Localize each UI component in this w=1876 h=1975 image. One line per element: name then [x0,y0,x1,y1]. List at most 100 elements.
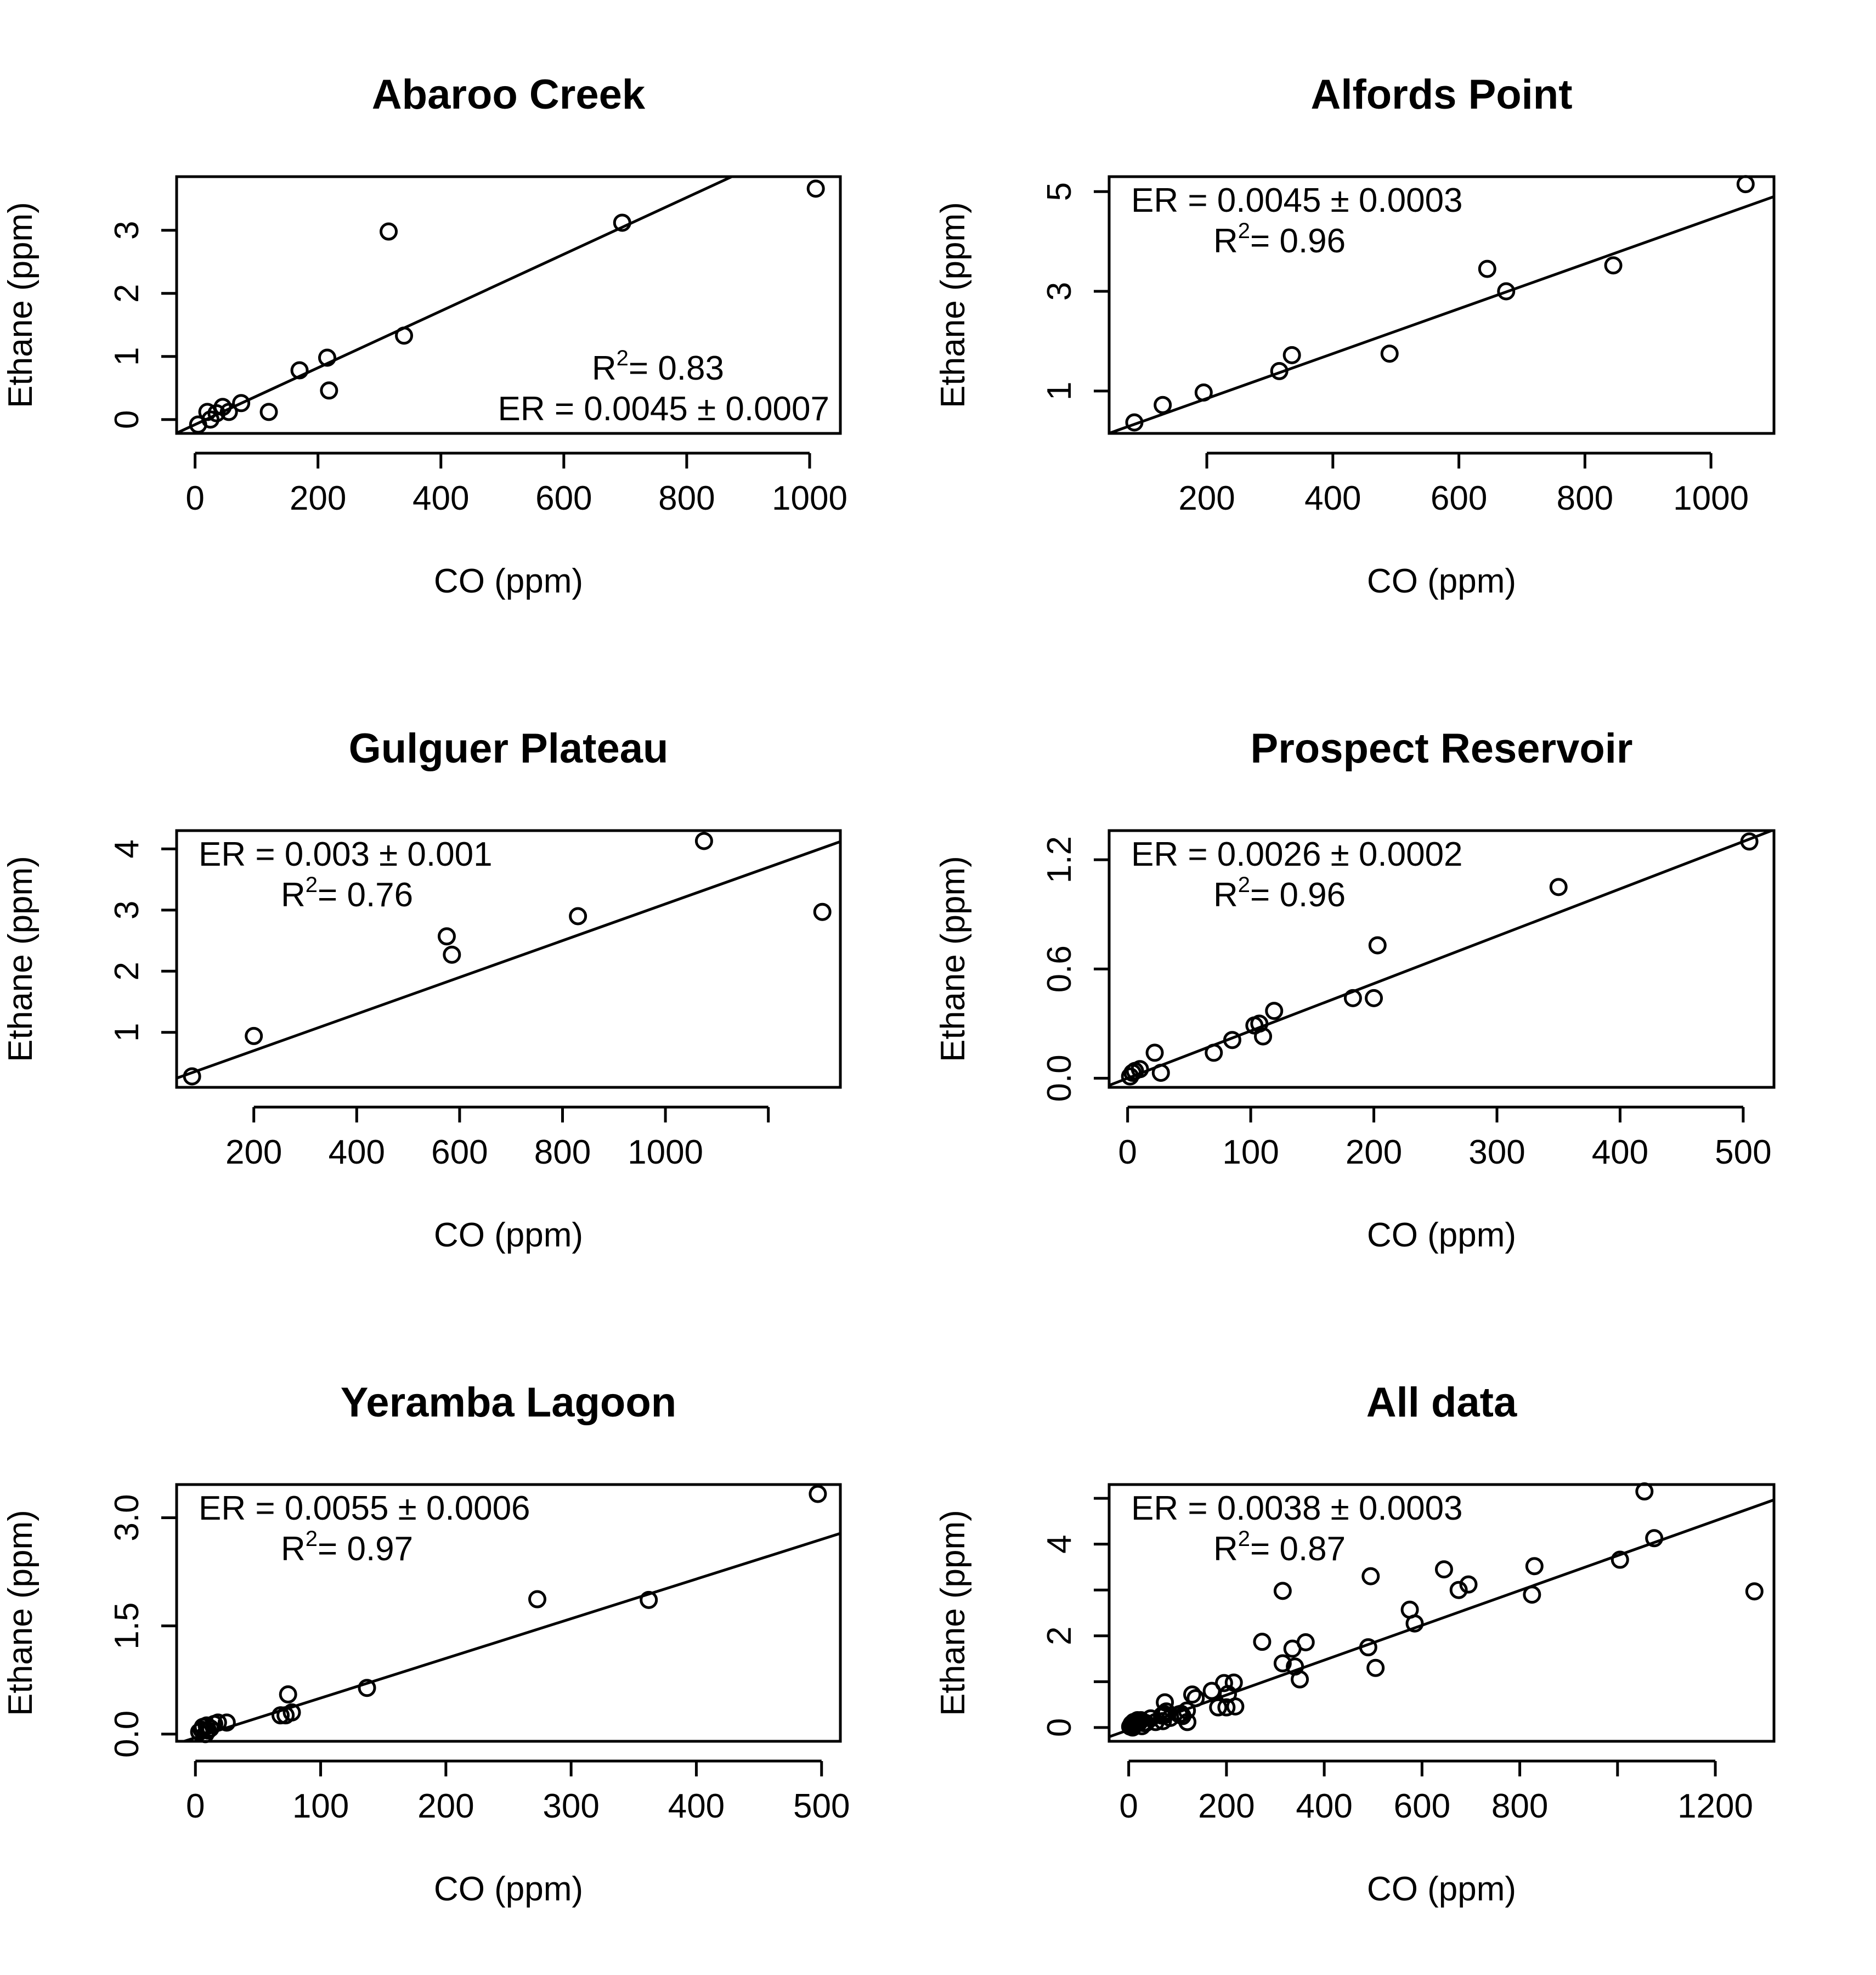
data-point [1459,1575,1478,1594]
panel-title: Prospect Reservoir [1251,725,1633,772]
x-tick-label: 600 [1394,1787,1450,1825]
data-point [1645,1529,1664,1548]
y-tick-label: 1.2 [1041,836,1078,883]
r2-annotation: R2= 0.83 [592,346,724,387]
data-point [271,1706,290,1725]
data-point [1736,175,1755,194]
data-point [219,403,238,421]
data-point [1156,1693,1174,1712]
data-point [1205,1043,1223,1062]
r2-annotation: R2= 0.96 [1213,219,1346,260]
x-tick-label: 200 [1346,1133,1402,1171]
y-tick-label: 2 [1041,1627,1078,1645]
data-point [1214,1674,1233,1692]
x-tick-label: 0 [1118,1133,1137,1171]
y-axis-label: Ethane (ppm) [2,202,39,408]
panel-1: Abaroo Creek 0 200 400 600 800 1000 0 1 2 3 CO (ppm… [2,71,847,600]
data-point [217,1713,236,1732]
y-tick-label: 1 [108,1023,146,1041]
data-point [1343,989,1362,1007]
data-point [1194,383,1213,402]
er-annotation: ER = 0.0045 ± 0.0007 [498,390,829,428]
data-point [1217,1698,1236,1717]
y-tick-label: 1 [1041,382,1078,400]
panel-5: Yeramba Lagoon 0 100 200 300 400 500 0.0 1.5 3.0 C… [2,1379,850,1908]
data-point [1137,1714,1155,1733]
y-tick-label: 3 [108,901,146,919]
panel-2: Alfords Point 200 400 600 800 1000 1 3 5 CO (ppm)… [934,71,1776,600]
x-axis-label: CO (ppm) [1367,1870,1516,1908]
panel-title: Gulguer Plateau [349,725,669,772]
y-axis-label: Ethane (ppm) [934,1510,972,1716]
y-axis-label: Ethane (ppm) [934,856,972,1062]
data-point [1478,259,1496,278]
er-annotation: ER = 0.0026 ± 0.0002 [1131,836,1463,873]
y-tick-label: 0.6 [1041,945,1078,992]
data-point [232,394,251,413]
x-tick-label: 600 [535,479,592,517]
data-point [1131,1060,1149,1079]
x-axis-label: CO (ppm) [434,1216,583,1254]
data-point [1635,1482,1654,1501]
data-point [813,902,832,921]
data-point [1282,346,1301,364]
data-point [443,945,461,964]
y-tick-label: 3 [108,221,146,239]
y-tick-label: 1.5 [108,1602,146,1650]
r2-annotation: R2= 0.97 [281,1527,413,1568]
x-tick-label: 400 [1296,1787,1352,1825]
r2-annotation: R2= 0.96 [1213,873,1346,914]
data-point [282,1703,301,1722]
data-point [1434,1560,1453,1579]
x-axis-label: CO (ppm) [1367,562,1516,600]
y-axis-label: Ethane (ppm) [934,202,972,408]
panel-title: Alfords Point [1310,71,1572,118]
x-tick-label: 1200 [1677,1787,1753,1825]
data-point [1361,1567,1380,1585]
data-point [1253,1633,1272,1651]
data-point [437,927,456,946]
y-axis-label: Ethane (ppm) [2,856,39,1062]
data-point [1525,1557,1544,1576]
data-point [259,403,278,421]
data-point [1449,1581,1468,1599]
x-tick-label: 400 [329,1133,385,1171]
data-point [809,1485,827,1503]
data-point [380,222,398,241]
y-tick-label: 0 [108,410,146,428]
x-tick-label: 200 [1178,479,1235,517]
y-tick-label: 1 [108,347,146,365]
x-tick-label: 200 [417,1787,474,1825]
x-tick-label: 1000 [772,479,847,517]
x-tick-label: 0 [186,1787,205,1825]
x-tick-label: 100 [292,1787,349,1825]
data-point [1745,1582,1764,1601]
data-point [1523,1585,1541,1604]
data-point [1265,1002,1284,1020]
data-point [1125,413,1144,432]
y-tick-label: 0.0 [108,1711,146,1758]
data-point [1178,1713,1197,1731]
fit-line [179,1532,840,1741]
y-tick-label: 3.0 [108,1494,146,1541]
data-point [1273,1654,1292,1673]
data-point [694,832,713,850]
x-tick-label: 0 [1119,1787,1138,1825]
data-point [1209,1698,1228,1717]
x-tick-label: 200 [290,479,346,517]
data-point [1145,1043,1164,1062]
data-point [1549,878,1568,896]
x-tick-label: 800 [1491,1787,1548,1825]
data-point [1178,1701,1196,1720]
data-point [395,326,414,345]
x-tick-label: 400 [1304,479,1361,517]
data-point [640,1590,658,1609]
fit-line [177,840,840,1080]
data-point [320,381,338,400]
x-tick-label: 500 [793,1787,850,1825]
panel-3: Gulguer Plateau 200 400 600 800 1000 1 2 3 4 CO (p… [2,725,842,1254]
x-tick-label: 800 [1557,479,1613,517]
data-point [358,1679,376,1697]
data-point [1740,832,1759,851]
y-tick-label: 2 [108,962,146,980]
